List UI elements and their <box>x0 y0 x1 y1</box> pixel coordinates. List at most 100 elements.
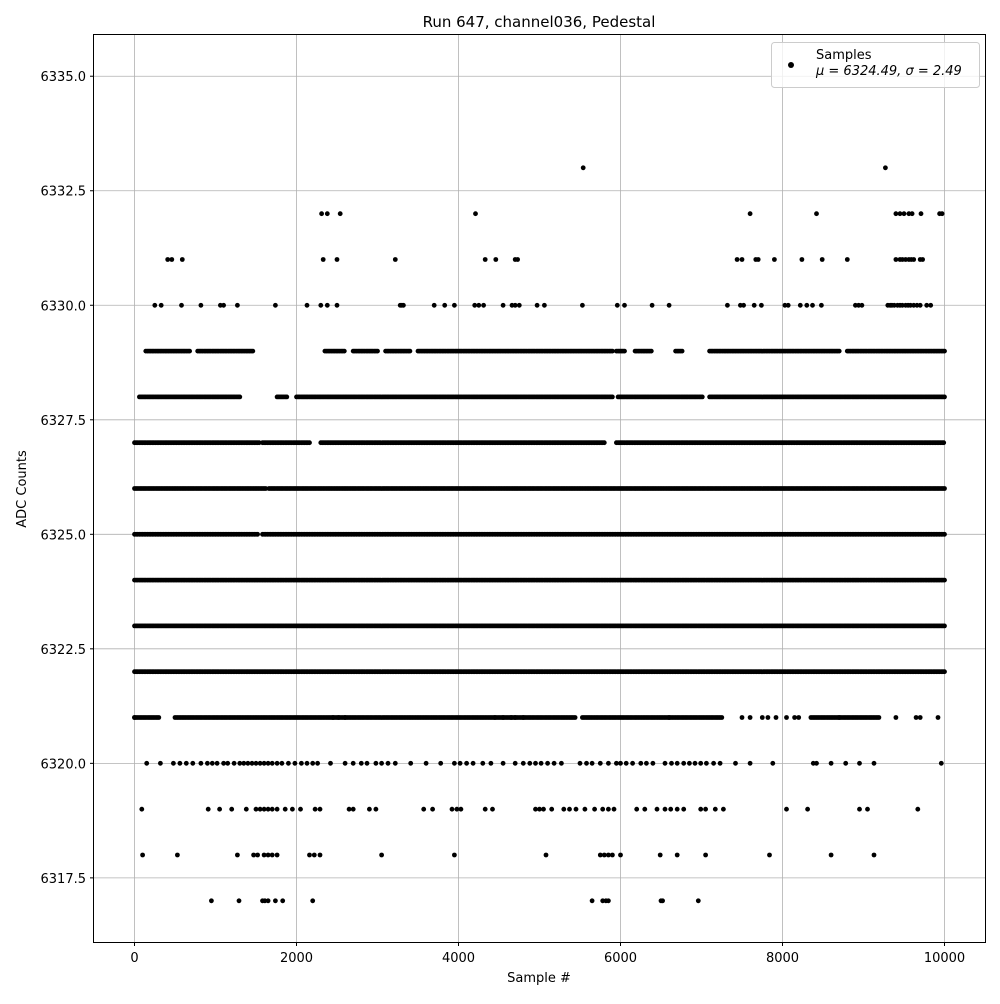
data-point <box>205 760 210 766</box>
data-point <box>614 302 620 308</box>
data-point <box>156 715 162 720</box>
data-point <box>903 257 908 262</box>
data-point <box>614 760 619 766</box>
data-point <box>865 806 870 812</box>
data-point <box>256 440 262 446</box>
data-point <box>367 806 372 812</box>
data-point <box>618 852 623 858</box>
data-point <box>695 898 701 904</box>
y-tick-label: 6320.0 <box>41 757 87 772</box>
data-point <box>601 440 607 446</box>
data-point <box>642 806 648 812</box>
data-point <box>589 898 595 904</box>
data-point <box>533 760 538 766</box>
data-point <box>312 806 318 812</box>
data-point <box>430 806 435 812</box>
data-point <box>928 302 934 308</box>
data-point <box>318 302 324 308</box>
data-point <box>284 394 290 400</box>
data-point <box>942 669 947 675</box>
data-point <box>909 211 915 217</box>
data-point <box>438 760 444 766</box>
data-point <box>179 257 185 262</box>
data-point <box>464 760 469 766</box>
data-point <box>747 760 753 766</box>
x-tick-label: 10000 <box>924 951 965 966</box>
data-point <box>253 806 259 812</box>
data-point <box>911 302 917 308</box>
data-point <box>759 715 765 720</box>
data-point <box>810 302 815 308</box>
data-point <box>358 760 364 766</box>
data-point <box>261 852 267 858</box>
data-point <box>179 302 184 308</box>
data-point <box>687 760 692 766</box>
data-point <box>299 760 304 766</box>
data-point <box>307 852 312 858</box>
data-point <box>638 760 644 766</box>
data-point <box>255 852 260 858</box>
data-point <box>666 302 672 308</box>
data-point <box>319 211 324 217</box>
data-point <box>423 760 429 766</box>
data-point <box>373 806 379 812</box>
data-point <box>767 852 772 858</box>
data-point <box>674 760 680 766</box>
data-point <box>452 760 457 766</box>
y-axis-ticks: 6317.56320.06322.56325.06327.56330.06332… <box>41 70 94 887</box>
data-point <box>828 852 834 858</box>
data-point <box>577 760 583 766</box>
data-point <box>765 715 771 720</box>
data-points <box>132 165 947 904</box>
data-point <box>158 760 163 766</box>
data-point <box>725 302 730 308</box>
data-point <box>592 806 597 812</box>
data-point <box>913 715 919 720</box>
data-point <box>561 806 567 812</box>
data-point <box>871 760 877 766</box>
data-point <box>859 302 865 308</box>
data-point <box>712 806 718 812</box>
data-point <box>209 760 215 766</box>
data-point <box>243 806 249 812</box>
data-point <box>350 760 356 766</box>
x-tick-label: 2000 <box>280 951 313 966</box>
data-point <box>739 257 745 262</box>
data-point <box>610 348 615 354</box>
data-point <box>364 760 370 766</box>
data-point <box>379 760 384 766</box>
data-point <box>942 348 947 354</box>
x-tick-label: 8000 <box>766 951 799 966</box>
data-point <box>772 257 777 262</box>
data-point <box>669 760 674 766</box>
data-point <box>597 760 603 766</box>
data-point <box>711 760 716 766</box>
x-tick-label: 0 <box>130 951 138 966</box>
data-point <box>261 760 267 766</box>
plot-frame <box>93 34 986 943</box>
data-point <box>315 760 320 766</box>
data-point <box>341 348 347 354</box>
data-point <box>304 302 310 308</box>
data-point <box>733 760 738 766</box>
data-point <box>183 760 189 766</box>
data-point <box>458 806 464 812</box>
y-axis-label: ADC Counts <box>15 450 30 528</box>
data-point <box>606 852 611 858</box>
data-point <box>567 806 572 812</box>
data-point <box>660 898 665 904</box>
data-point <box>273 302 278 308</box>
data-point <box>611 806 617 812</box>
data-point <box>692 760 698 766</box>
data-point <box>941 440 947 446</box>
data-point <box>698 760 704 766</box>
data-point <box>668 806 674 812</box>
data-point <box>516 302 522 308</box>
data-point <box>480 760 486 766</box>
data-point <box>650 760 656 766</box>
data-point <box>205 806 211 812</box>
data-point <box>132 715 137 720</box>
data-point <box>269 806 275 812</box>
data-point <box>482 257 488 262</box>
